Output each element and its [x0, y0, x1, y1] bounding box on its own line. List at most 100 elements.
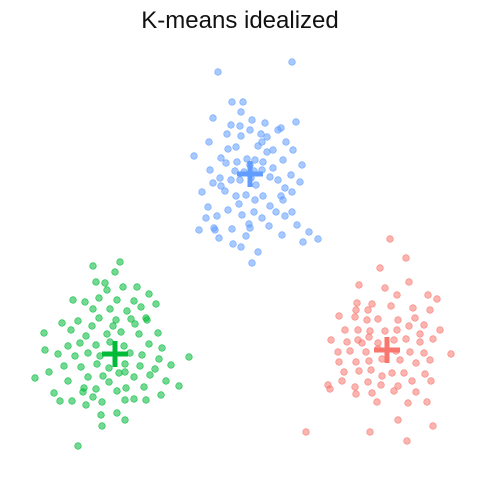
data-point — [387, 236, 394, 243]
data-point — [90, 263, 97, 270]
data-point — [369, 301, 376, 308]
data-point — [409, 378, 416, 385]
data-point — [82, 299, 89, 306]
data-point — [196, 227, 203, 234]
data-point — [41, 330, 48, 337]
data-point — [104, 331, 111, 338]
data-point — [117, 259, 124, 266]
data-point — [306, 229, 313, 236]
data-point — [99, 423, 106, 430]
data-point — [395, 317, 402, 324]
data-point — [99, 399, 106, 406]
data-point — [83, 333, 90, 340]
data-point — [59, 320, 66, 327]
data-point — [262, 120, 269, 127]
data-point — [217, 175, 224, 182]
data-point — [382, 328, 389, 335]
data-point — [110, 323, 117, 330]
data-point — [106, 365, 113, 372]
data-point — [251, 209, 258, 216]
data-point — [205, 204, 212, 211]
data-point — [186, 354, 193, 361]
data-point — [253, 182, 260, 189]
data-point — [266, 223, 273, 230]
data-point — [410, 305, 417, 312]
data-point — [94, 361, 101, 368]
data-point — [374, 399, 381, 406]
data-point — [85, 350, 92, 357]
data-point — [288, 172, 295, 179]
data-point — [353, 359, 360, 366]
data-point — [382, 285, 389, 292]
data-point — [365, 307, 372, 314]
data-point — [347, 348, 354, 355]
data-point — [233, 193, 240, 200]
data-point — [218, 155, 225, 162]
data-point — [114, 297, 121, 304]
data-point — [401, 370, 408, 377]
data-point — [391, 388, 398, 395]
data-point — [404, 438, 411, 445]
data-point — [65, 343, 72, 350]
data-point — [230, 241, 237, 248]
data-point — [389, 370, 396, 377]
data-point — [282, 185, 289, 192]
data-point — [65, 378, 72, 385]
data-point — [93, 386, 100, 393]
data-point — [336, 359, 343, 366]
data-point — [123, 385, 130, 392]
data-point — [131, 298, 138, 305]
data-point — [224, 131, 231, 138]
data-point — [158, 392, 165, 399]
data-point — [93, 342, 100, 349]
data-point — [112, 269, 119, 276]
data-point — [297, 179, 304, 186]
data-point — [427, 307, 434, 314]
data-point — [155, 330, 162, 337]
data-point — [153, 301, 160, 308]
data-point — [255, 249, 262, 256]
data-point — [406, 279, 413, 286]
data-point — [228, 122, 235, 129]
data-point — [327, 386, 334, 393]
data-point — [299, 162, 306, 169]
data-point — [243, 233, 250, 240]
data-point — [240, 99, 247, 106]
data-point — [147, 372, 154, 379]
data-point — [131, 374, 138, 381]
data-point — [344, 339, 351, 346]
data-point — [69, 398, 76, 405]
data-point — [122, 361, 129, 368]
data-point — [234, 159, 241, 166]
data-point — [100, 373, 107, 380]
data-point — [168, 362, 175, 369]
data-point — [122, 397, 129, 404]
data-point — [238, 109, 245, 116]
data-point — [366, 334, 373, 341]
data-point — [152, 366, 159, 373]
data-point — [77, 340, 84, 347]
data-point — [137, 363, 144, 370]
data-point — [421, 350, 428, 357]
data-point — [405, 400, 412, 407]
data-point — [156, 356, 163, 363]
data-point — [289, 189, 296, 196]
data-point — [237, 177, 244, 184]
data-point — [339, 378, 346, 385]
data-point — [437, 327, 444, 334]
data-point — [397, 357, 404, 364]
data-point — [430, 423, 437, 430]
data-point — [275, 127, 282, 134]
data-point — [104, 287, 111, 294]
data-point — [375, 316, 382, 323]
data-point — [391, 337, 398, 344]
data-point — [342, 327, 349, 334]
data-point — [118, 329, 125, 336]
data-point — [356, 368, 363, 375]
data-point — [203, 215, 210, 222]
data-point — [146, 341, 153, 348]
data-point — [246, 221, 253, 228]
data-point — [282, 213, 289, 220]
